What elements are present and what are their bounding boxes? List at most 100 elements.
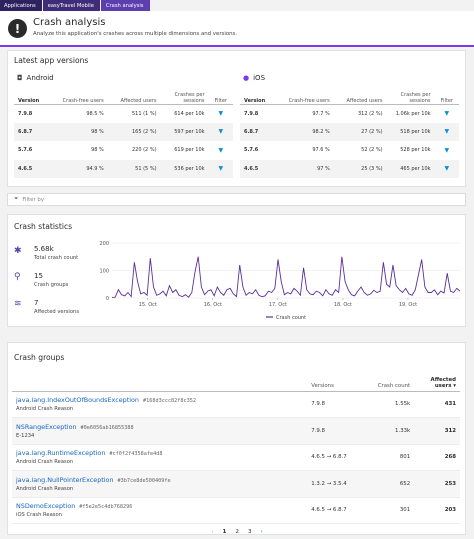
apple-icon: ● — [243, 74, 250, 82]
version-cell: 6.8.7 — [14, 122, 49, 141]
crash-groups-table: Versions Crash count Affected users ▾ ja… — [12, 373, 460, 524]
version-row: 7.9.8 97.7 % 312 (2 %) 1.06k per 10k ▼ — [240, 104, 459, 123]
ios-label: iOS — [253, 74, 266, 82]
version-row: 5.7.6 98 % 220 (2 %) 619 per 10k ▼ — [14, 141, 233, 160]
filter-cell: ▼ — [209, 141, 233, 160]
crash-free-cell: 98 % — [91, 147, 104, 154]
crash-free-cell: 98.5 % — [86, 110, 104, 117]
exception-link[interactable]: java.lang.NullPointerException — [16, 475, 114, 484]
x-tick-label: 17. Oct — [269, 302, 287, 308]
exclamation-icon: ! — [8, 19, 27, 38]
crash-count-icon: ✱ — [14, 246, 22, 256]
filter-funnel-icon[interactable]: ▼ — [444, 146, 450, 154]
col-name — [12, 373, 308, 392]
exception-link[interactable]: java.lang.IndexOutOfBoundsException — [16, 396, 139, 405]
crash-group-cell: java.lang.RuntimeException #cf0f2f4358afe… — [12, 444, 308, 471]
version-row: 7.9.8 98.5 % 511 (1 %) 614 per 10k ▼ — [14, 104, 233, 123]
crash-groups-label: Crash groups — [34, 282, 69, 288]
filter-funnel-icon[interactable]: ▼ — [444, 128, 450, 136]
affected-users-cell: 203 — [414, 497, 460, 524]
col-crash-free[interactable]: Crash-free users — [48, 84, 108, 105]
filter-cell: ▼ — [209, 104, 233, 123]
version-row: 6.8.7 98 % 165 (2 %) 597 per 10k ▼ — [14, 122, 233, 141]
crash-free-cell: 97.6 % — [312, 147, 330, 154]
crashes-cell: 536 per 10k — [160, 159, 209, 178]
page-1-button[interactable]: 1 — [222, 529, 227, 535]
crash-group-row[interactable]: NSRangeException #0e6056ab16855388 E-1234 7… — [12, 417, 460, 445]
col-versions[interactable]: Versions — [307, 373, 364, 392]
col-crash-count[interactable]: Crash count — [363, 373, 415, 392]
filter-cell: ▼ — [435, 104, 459, 123]
crashes-cell: 518 per 10k — [386, 122, 435, 141]
funnel-icon: ⏷ — [14, 196, 19, 202]
affected-cell: 165 (2 %) — [107, 122, 161, 141]
filter-bar[interactable]: ⏷ Filter by — [7, 193, 466, 206]
crash-count-cell: 1.33k — [363, 417, 415, 445]
android-label: Android — [26, 74, 54, 82]
crash-reason: E-1234 — [16, 432, 35, 439]
filter-funnel-icon[interactable]: ▼ — [444, 110, 450, 117]
crash-group-cell: NSDemoException #f5e2e5c4db768296 iOS Cras… — [12, 497, 308, 524]
col-affected-users[interactable]: Affected users ▾ — [414, 373, 460, 392]
chart-legend[interactable]: Crash count — [266, 315, 306, 321]
crash-count-cell: 301 — [363, 497, 415, 524]
filter-funnel-icon[interactable]: ▼ — [444, 165, 450, 173]
y-tick-label: 200 — [99, 241, 109, 247]
y-tick-label: 100 — [99, 268, 109, 274]
breadcrumb: Applications easyTravel Mobile Crash ana… — [0, 0, 474, 11]
affected-users-cell: 431 — [414, 391, 460, 418]
col-version[interactable]: Version — [14, 84, 49, 105]
prev-page-button[interactable]: ‹ — [211, 529, 214, 535]
version-cell: 4.6.5 — [14, 159, 49, 178]
affected-cell: 51 (5 %) — [107, 159, 161, 178]
crashes-cell: 465 per 10k — [386, 159, 435, 178]
crashes-cell: 528 per 10k — [400, 147, 431, 154]
breadcrumb-applications[interactable]: Applications — [0, 0, 42, 11]
col-crash-free[interactable]: Crash-free users — [274, 84, 334, 105]
versions-cell: 4.6.5 → 6.8.7 — [307, 444, 364, 471]
page-title: Crash analysis — [33, 17, 106, 28]
filter-funnel-icon[interactable]: ▼ — [218, 110, 224, 117]
col-filter: Filter — [434, 84, 459, 105]
versions-cell: 4.6.5 → 6.8.7 — [307, 497, 364, 524]
page-2-button[interactable]: 2 — [235, 529, 239, 535]
crash-free-cell: 97.7 % — [312, 110, 330, 117]
exception-link[interactable]: NSDemoException — [16, 502, 76, 511]
affected-cell: 220 (2 %) — [131, 147, 157, 154]
x-tick-label: 15. Oct — [139, 302, 157, 308]
exception-hash: #168d3ccc82f8c352 — [142, 398, 197, 405]
crash-group-row[interactable]: java.lang.NullPointerException #3b7ce8de5… — [12, 470, 460, 498]
version-cell: 7.9.8 — [18, 110, 33, 117]
version-row: 6.8.7 98.2 % 27 (2 %) 518 per 10k ▼ — [240, 122, 459, 141]
version-row: 5.7.6 97.6 % 52 (2 %) 528 per 10k ▼ — [240, 141, 459, 160]
exception-link[interactable]: java.lang.RuntimeException — [16, 449, 106, 458]
col-crashes-per-sessions[interactable]: Crashes per sessions — [160, 84, 209, 105]
breadcrumb-app[interactable]: easyTravel Mobile — [42, 0, 100, 11]
filter-funnel-icon[interactable]: ▼ — [218, 128, 224, 136]
ios-heading: ● iOS — [243, 74, 265, 82]
page-3-button[interactable]: 3 — [247, 529, 252, 535]
crash-free-cell: 94.9 % — [48, 159, 108, 178]
col-crashes-per-sessions[interactable]: Crashes per sessions — [386, 84, 435, 105]
col-version[interactable]: Version — [240, 84, 275, 105]
col-affected[interactable]: Affected users — [333, 84, 387, 105]
crash-groups-title: Crash groups — [14, 353, 65, 362]
version-row: 4.6.5 97 % 25 (3 %) 465 per 10k ▼ — [240, 159, 459, 178]
crash-group-row[interactable]: java.lang.IndexOutOfBoundsException #168d… — [12, 391, 460, 418]
filter-funnel-icon[interactable]: ▼ — [218, 146, 224, 154]
crash-group-row[interactable]: NSDemoException #f5e2e5c4db768296 iOS Cras… — [12, 497, 460, 524]
filter-funnel-icon[interactable]: ▼ — [218, 165, 224, 173]
total-crash-count-label: Total crash count — [34, 255, 79, 261]
affected-versions-value: 7 — [34, 299, 39, 307]
pagination: ‹ 1 2 3 › — [0, 529, 474, 535]
latest-versions-title: Latest app versions — [14, 56, 89, 65]
crashes-cell: 614 per 10k — [174, 110, 205, 117]
exception-link[interactable]: NSRangeException — [16, 422, 77, 431]
col-affected[interactable]: Affected users — [107, 84, 161, 105]
col-filter: Filter — [208, 84, 233, 105]
affected-cell: 25 (3 %) — [333, 159, 387, 178]
versions-cell: 1.3.2 → 3.5.4 — [307, 470, 364, 498]
next-page-button[interactable]: › — [260, 529, 263, 535]
crash-group-row[interactable]: java.lang.RuntimeException #cf0f2f4358afe… — [12, 444, 460, 471]
crash-count-chart: 0 100 200 15. Oct 16. Oct 17. Oct 18. Oct 19. … — [99, 241, 461, 321]
